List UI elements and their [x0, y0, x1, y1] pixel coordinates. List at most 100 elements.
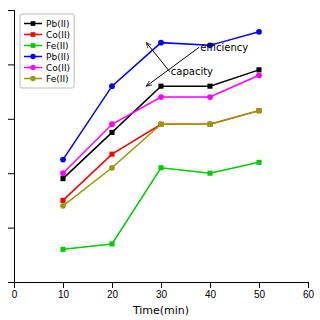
point: [109, 241, 114, 246]
legend-item: Fe(II): [24, 74, 69, 84]
legend-label: Co(II): [46, 63, 70, 73]
point: [256, 160, 261, 165]
point: [109, 152, 114, 157]
series: [60, 108, 262, 209]
legend-label: Fe(II): [46, 74, 69, 84]
point: [256, 72, 262, 78]
line: [63, 70, 259, 179]
tick: 60: [303, 282, 315, 300]
tick: [8, 10, 14, 11]
legend-marker: [30, 54, 35, 59]
tick-mark: [8, 173, 14, 174]
legend-box: [20, 14, 74, 88]
point: [256, 108, 262, 114]
point: [207, 84, 212, 89]
point: [158, 165, 163, 170]
legend-marker: [30, 65, 35, 70]
series: [60, 160, 261, 252]
tick-label: 20: [107, 289, 119, 300]
legend-item: Co(II): [24, 30, 70, 40]
axis-line: [8, 11, 15, 283]
legend: Pb(II)Co(II)Fe(II)Pb(II)Co(II)Fe(II): [20, 14, 74, 88]
tick: 20: [107, 282, 119, 300]
point: [158, 121, 164, 127]
tick-mark: [8, 64, 14, 65]
point: [158, 122, 163, 127]
tick-label: 0: [12, 289, 18, 300]
tick: [8, 119, 14, 120]
legend-marker: [31, 21, 36, 26]
annotations: efficiency capacity: [146, 42, 248, 86]
legend-item: Pb(II): [24, 19, 69, 29]
legend-marker: [30, 76, 35, 81]
point: [60, 247, 65, 252]
series: [60, 108, 261, 203]
point: [256, 108, 261, 113]
point: [158, 94, 164, 100]
point: [207, 121, 213, 127]
tick-mark: [8, 228, 14, 229]
point: [256, 67, 261, 72]
point: [207, 94, 213, 100]
x-axis-title: Time(min): [132, 304, 189, 317]
chart: 0 10 20 30 40 50 60 Time(min) efficiency capacity…: [0, 0, 320, 320]
point: [207, 122, 212, 127]
line: [63, 75, 259, 173]
point: [60, 203, 66, 209]
tick: 40: [205, 282, 217, 300]
plot-area: [60, 29, 262, 252]
y-axis: [8, 11, 15, 283]
tick-label: 50: [254, 289, 266, 300]
tick-label: 60: [303, 289, 315, 300]
line: [63, 111, 259, 206]
point: [60, 170, 66, 176]
point: [109, 130, 114, 135]
line: [63, 32, 259, 160]
tick: [8, 173, 14, 174]
annotation: efficiency: [200, 42, 248, 53]
point: [109, 83, 115, 89]
tick: [8, 228, 14, 229]
point: [158, 84, 163, 89]
legend-label: Fe(II): [46, 41, 69, 51]
tick-mark: [161, 282, 162, 288]
legend-label: Pb(II): [46, 19, 69, 29]
tick-mark: [112, 282, 113, 288]
point: [60, 176, 65, 181]
legend-item: Pb(II): [24, 52, 69, 62]
series: [60, 67, 261, 181]
line: [63, 111, 259, 201]
point: [158, 40, 164, 46]
tick: [8, 64, 14, 65]
legend-item: Fe(II): [24, 41, 69, 51]
point: [60, 198, 65, 203]
axis-line: [15, 283, 309, 289]
tick-label: 30: [156, 289, 168, 300]
tick-mark: [210, 282, 211, 288]
x-axis: 0 10 20 30 40 50 60: [12, 282, 315, 300]
tick: 0: [12, 282, 18, 300]
legend-marker: [31, 43, 36, 48]
line: [63, 162, 259, 249]
point: [109, 121, 115, 127]
tick: [8, 282, 14, 283]
tick-label: 10: [58, 289, 70, 300]
point: [207, 171, 212, 176]
tick-mark: [63, 282, 64, 288]
legend-marker: [31, 32, 36, 37]
point: [60, 157, 66, 163]
tick: 10: [58, 282, 70, 300]
point: [256, 29, 262, 35]
tick-mark: [8, 282, 14, 283]
legend-label: Pb(II): [46, 52, 69, 62]
tick: 50: [254, 282, 266, 300]
legend-label: Co(II): [46, 30, 70, 40]
point: [109, 165, 115, 171]
tick: 30: [156, 282, 168, 300]
tick-label: 40: [205, 289, 217, 300]
annotation-arrow: [146, 43, 170, 72]
tick-mark: [259, 282, 260, 288]
annotation: capacity: [171, 66, 213, 77]
legend-item: Co(II): [24, 63, 70, 73]
tick-mark: [308, 282, 309, 288]
